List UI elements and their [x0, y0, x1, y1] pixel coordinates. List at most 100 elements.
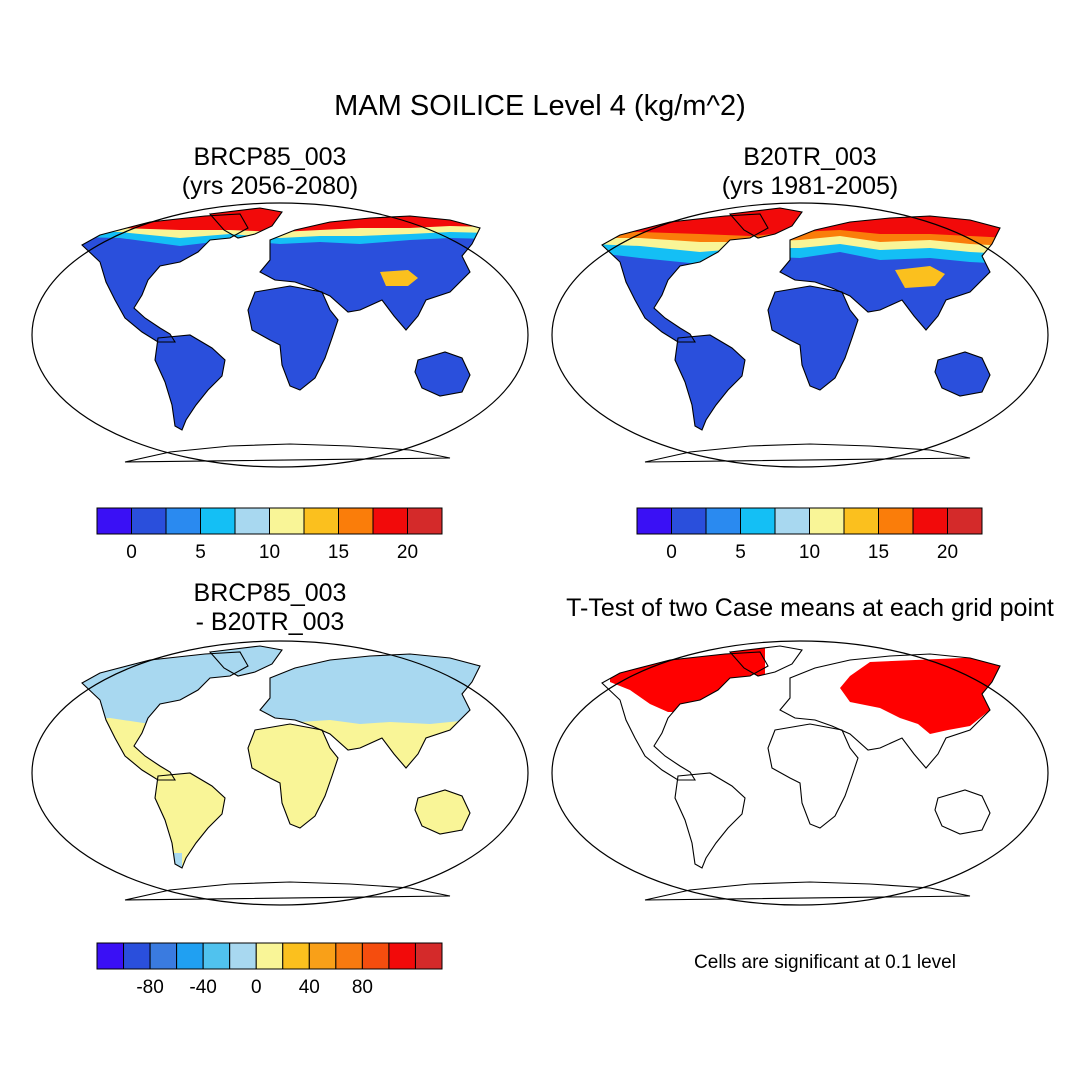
coastline-northAmerica [81, 651, 249, 781]
coastline-eurasia [259, 215, 481, 331]
map-border [31, 640, 529, 906]
colorbar-swatch [671, 507, 707, 535]
map-border [31, 202, 529, 468]
map-border [551, 640, 1049, 906]
colorbar-swatch [372, 507, 408, 535]
panel-title-line1: BRCP85_003 [193, 579, 347, 607]
tibet-patch [380, 270, 418, 286]
colorbar-swatch [303, 507, 339, 535]
colorbar-tick-label: 20 [937, 542, 958, 563]
panel-title-line2: (yrs 2056-2080) [181, 172, 359, 200]
coastline-africa [247, 285, 339, 391]
colorbar-b20tr: 0 5 10 15 20 [636, 507, 983, 563]
colorbar-swatch [361, 942, 390, 970]
coastline-eurasia [779, 215, 1001, 331]
coastline-africa [247, 723, 339, 829]
coastline-greenland [728, 645, 803, 677]
map-brcp85 [30, 200, 530, 470]
coastline-eurasia [779, 653, 1001, 769]
colorbar-swatch [123, 942, 151, 970]
colorbar-swatch [200, 507, 236, 535]
panel-title-line1: BRCP85_003 [193, 143, 347, 171]
colorbar-swatch [96, 507, 132, 535]
colorbar-swatch [636, 507, 672, 535]
figure-title: MAM SOILICE Level 4 (kg/m^2) [334, 90, 746, 122]
coastline-africa [767, 285, 859, 391]
colorbar-swatch [202, 942, 231, 970]
colorbar-tick-label: 80 [352, 977, 373, 998]
colorbar-brcp85: 0 5 10 15 20 [96, 507, 443, 563]
colorbar-swatch [335, 942, 363, 970]
map-difference [30, 638, 530, 908]
significance-note: Cells are significant at 0.1 level [694, 952, 956, 973]
tibet-patch [895, 266, 945, 288]
colorbar-tick-label: 0 [666, 542, 677, 563]
coastline-africa [767, 723, 859, 829]
panel-title-top-right: B20TR_003 (yrs 1981-2005) [660, 143, 960, 201]
colorbar-tick-label: 0 [251, 977, 262, 998]
colorbar-swatch [255, 942, 284, 970]
colorbar-swatch [740, 507, 776, 535]
colorbar-swatch [234, 507, 270, 535]
panel-title-line2: (yrs 1981-2005) [721, 172, 899, 200]
colorbar-tick-label: 15 [868, 542, 889, 563]
colorbar-swatch [229, 942, 257, 970]
colorbar-swatch [843, 507, 879, 535]
colorbar-swatch [308, 942, 337, 970]
coastline-australia [934, 351, 991, 397]
map-border [551, 202, 1049, 468]
colorbar-swatch [809, 507, 845, 535]
colorbar-tick-label: -80 [136, 977, 163, 998]
map-b20tr [550, 200, 1050, 470]
colorbar-swatch [947, 507, 983, 535]
coastline-australia [414, 351, 471, 397]
coastline-australia [934, 789, 991, 835]
coastline-southAmerica [674, 334, 746, 431]
colorbar-swatch [269, 507, 305, 535]
coastline-southAmerica [674, 772, 746, 869]
colorbar-swatch [176, 942, 204, 970]
panel-title-bottom-left: BRCP85_003 - B20TR_003 [120, 579, 420, 637]
coastline-australia [414, 789, 471, 835]
colorbar-swatch [407, 507, 443, 535]
map-ttest [550, 638, 1050, 908]
coastline-antarctica [124, 881, 451, 901]
colorbar-swatch [878, 507, 914, 535]
colorbar-tick-label: 10 [259, 542, 280, 563]
coastline-southAmerica [154, 772, 226, 869]
coastline-greenland [728, 207, 803, 239]
coastline-southAmerica [154, 334, 226, 431]
coastline-antarctica [124, 443, 451, 463]
colorbar-tick-label: 20 [397, 542, 418, 563]
colorbar-swatch [338, 507, 374, 535]
colorbar-difference: -80 -40 0 40 80 [96, 942, 443, 998]
coastline-antarctica [644, 443, 971, 463]
colorbar-swatch [149, 942, 178, 970]
colorbar-tick-label: 5 [195, 542, 206, 563]
colorbar-tick-label: 0 [126, 542, 137, 563]
panel-title-bottom-right: T-Test of two Case means at each grid po… [566, 594, 1054, 622]
colorbar-tick-label: 40 [299, 977, 320, 998]
coastline-greenland [208, 207, 283, 239]
colorbar-tick-label: -40 [189, 977, 216, 998]
colorbar-tick-label: 10 [799, 542, 820, 563]
panel-title-line1: B20TR_003 [743, 143, 877, 171]
colorbar-swatch [282, 942, 310, 970]
colorbar-swatch [388, 942, 416, 970]
coastline-northAmerica [601, 213, 769, 343]
colorbar-swatch [774, 507, 810, 535]
colorbar-tick-label: 5 [735, 542, 746, 563]
colorbar-tick-label: 15 [328, 542, 349, 563]
coastline-eurasia [259, 653, 481, 769]
coastline-greenland [208, 645, 283, 677]
colorbar-swatch [912, 507, 948, 535]
colorbar-swatch [131, 507, 167, 535]
panel-title-line2: - B20TR_003 [195, 608, 345, 636]
colorbar-swatch [96, 942, 125, 970]
panel-title-top-left: BRCP85_003 (yrs 2056-2080) [120, 143, 420, 201]
coastline-northAmerica [81, 213, 249, 343]
colorbar-swatch [165, 507, 201, 535]
colorbar-swatch [414, 942, 443, 970]
colorbar-swatch [705, 507, 741, 535]
coastline-antarctica [644, 881, 971, 901]
